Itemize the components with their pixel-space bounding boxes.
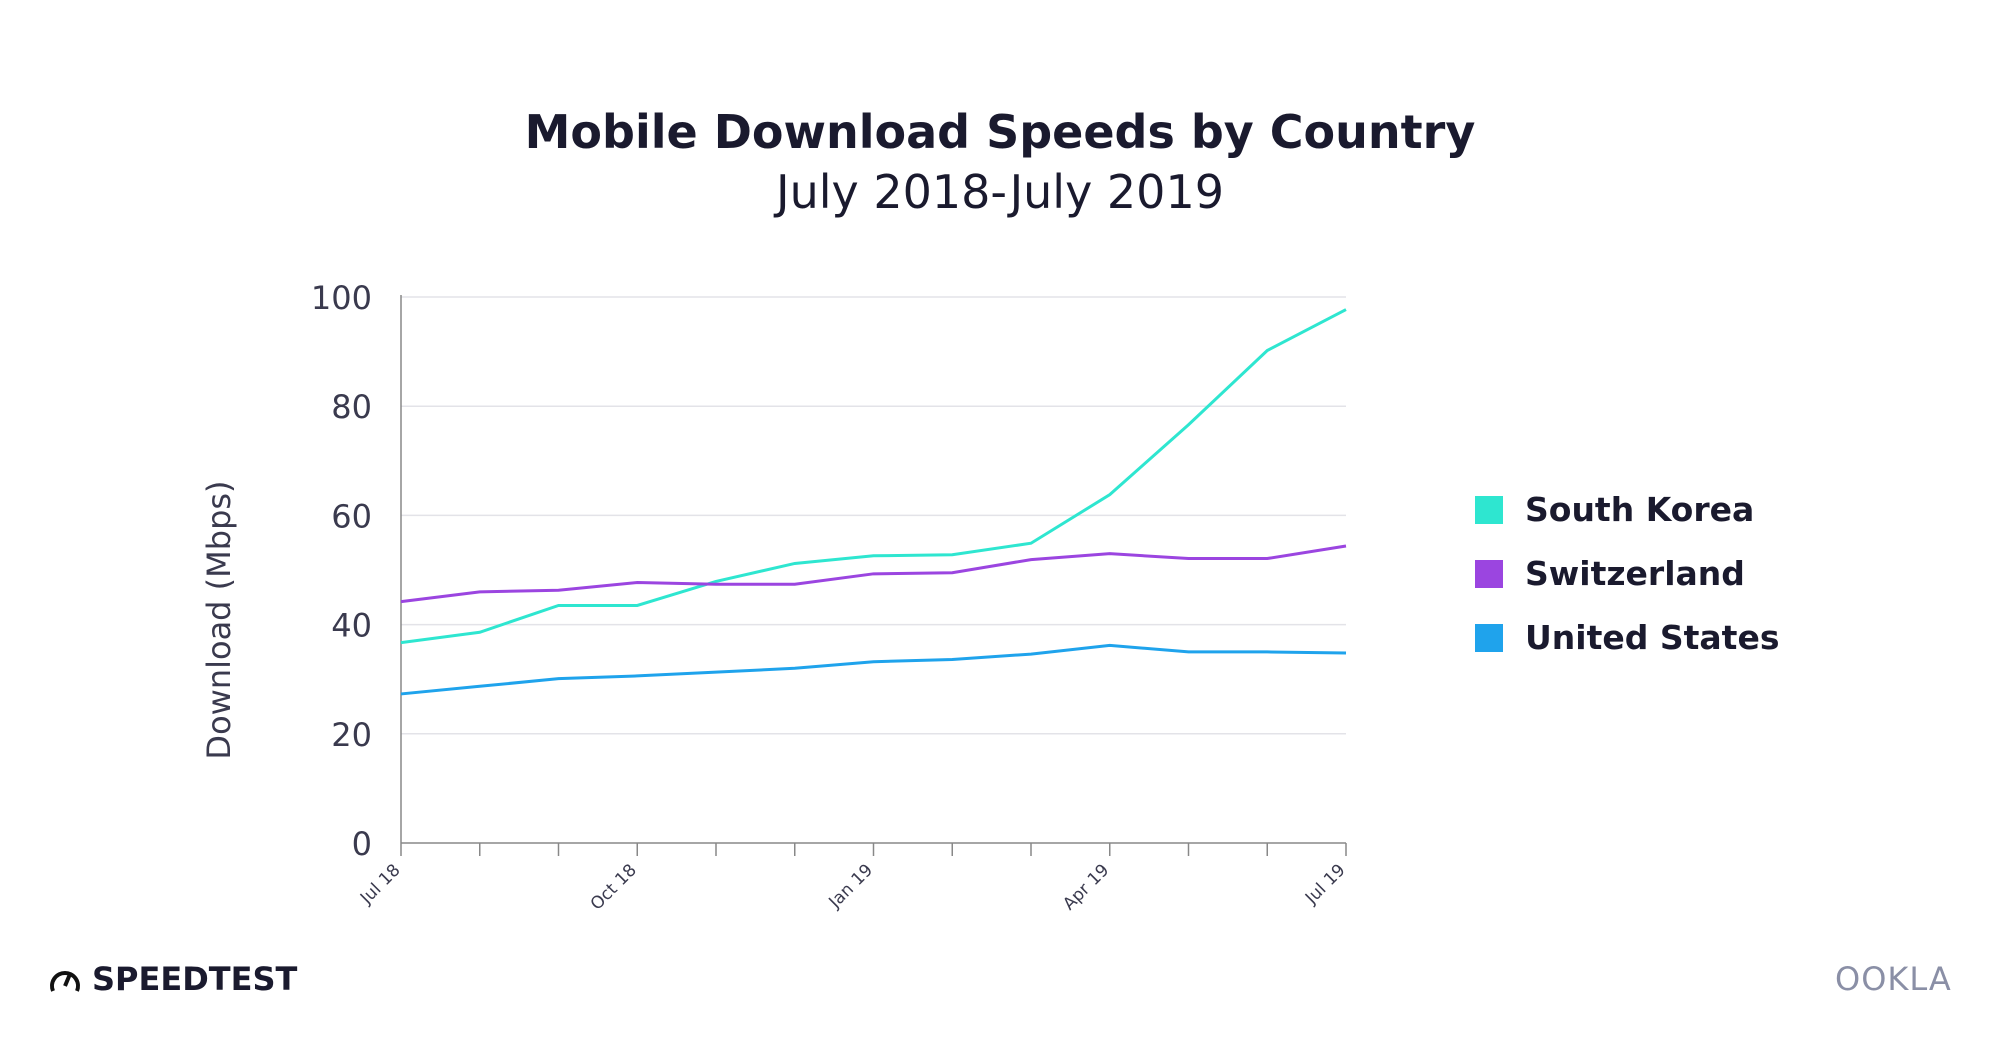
legend-item: Switzerland <box>1475 554 1745 593</box>
speedometer-icon <box>50 971 80 992</box>
y-tick-label: 40 <box>331 607 372 645</box>
y-tick-label: 100 <box>311 279 372 317</box>
y-tick-label: 0 <box>352 825 372 863</box>
x-tick-label: Jul 18 <box>356 860 404 908</box>
legend-label: South Korea <box>1525 490 1755 529</box>
legend-label: United States <box>1525 618 1780 657</box>
legend-item: United States <box>1475 618 1779 657</box>
legend-label: Switzerland <box>1525 554 1745 593</box>
x-tick-label: Jul 19 <box>1301 860 1349 908</box>
legend-swatch <box>1475 559 1503 588</box>
series-line-south-korea <box>400 308 1347 645</box>
y-tick-label: 20 <box>331 716 372 754</box>
y-axis-label: Download (Mbps) <box>200 480 238 759</box>
y-tick-label: 80 <box>331 388 372 426</box>
x-tick-label: Jan 19 <box>825 860 878 913</box>
speedtest-logo: SPEEDTEST <box>48 960 297 998</box>
legend-item: South Korea <box>1475 490 1754 529</box>
legend-swatch <box>1475 495 1503 524</box>
chart-subtitle: July 2018-July 2019 <box>776 165 1224 219</box>
ookla-logo: OOKLA <box>1835 960 1952 998</box>
x-tick-label: Oct 18 <box>587 860 641 914</box>
legend-swatch <box>1475 623 1503 652</box>
y-tick-label: 60 <box>331 497 372 535</box>
speedtest-wordmark: SPEEDTEST <box>92 960 298 998</box>
x-tick-label: Apr 19 <box>1059 860 1113 914</box>
series-line-united-states <box>400 643 1347 696</box>
chart-title: Mobile Download Speeds by Country <box>524 105 1476 159</box>
